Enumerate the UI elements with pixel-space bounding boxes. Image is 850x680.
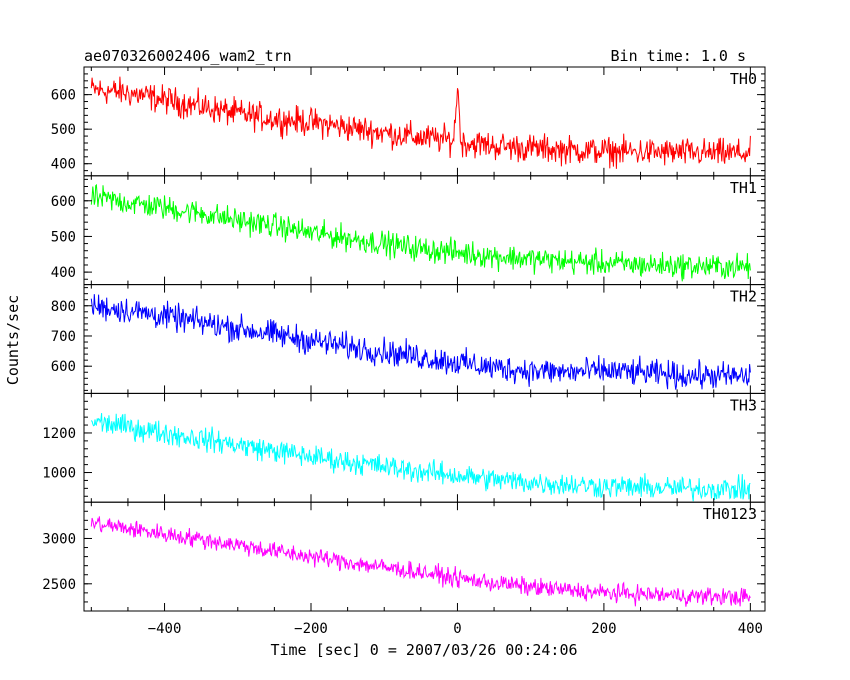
panel-label-th0: TH0 [730, 70, 757, 88]
y-tick-label: 400 [51, 157, 76, 173]
x-axis-label: Time [sec] 0 = 2007/03/26 00:24:06 [270, 641, 577, 659]
y-tick-label: 700 [51, 329, 76, 345]
panel-label-th1: TH1 [730, 179, 757, 197]
y-tick-label: 2500 [42, 577, 76, 593]
panel-frame-th0 [83, 66, 766, 177]
chart-title: ae070326002406_wam2_trn [84, 47, 292, 65]
series-line-th0123 [90, 516, 751, 607]
panel-frame-th3 [83, 392, 766, 503]
bin-time-label: Bin time: 1.0 s [611, 47, 746, 65]
series-line-th3 [90, 413, 751, 502]
x-tick-label: −400 [148, 621, 182, 637]
y-axis-label: Counts/sec [4, 295, 22, 385]
y-tick-label: 600 [51, 359, 76, 375]
y-tick-label: 500 [51, 229, 76, 245]
series-line-th2 [90, 294, 751, 390]
y-tick-label: 1000 [42, 466, 76, 482]
y-tick-label: 400 [51, 265, 76, 281]
x-tick-label: 400 [738, 621, 763, 637]
x-tick-label: −200 [294, 621, 328, 637]
panel-label-th3: TH3 [730, 396, 757, 414]
y-tick-label: 3000 [42, 531, 76, 547]
y-tick-label: 500 [51, 122, 76, 138]
y-tick-label: 1200 [42, 426, 76, 442]
y-tick-label: 600 [51, 88, 76, 104]
y-tick-label: 800 [51, 299, 76, 315]
x-tick-label: 200 [591, 621, 616, 637]
series-line-th0 [90, 76, 751, 169]
panel-frame-th1 [83, 175, 766, 286]
panel-label-th2: TH2 [730, 288, 757, 306]
panel-label-th0123: TH0123 [703, 505, 757, 523]
panel-frame-th2 [83, 284, 766, 394]
plot-area: TH0 400 500 600 TH1 400 500 600 TH2 600 700 800 TH3 1… [42, 66, 766, 637]
series-line-th1 [90, 183, 751, 282]
x-tick-label: 0 [453, 621, 461, 637]
y-tick-label: 600 [51, 194, 76, 210]
